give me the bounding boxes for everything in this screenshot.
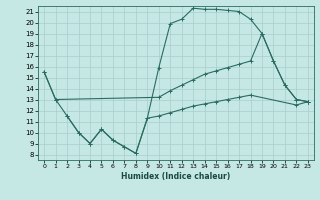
- X-axis label: Humidex (Indice chaleur): Humidex (Indice chaleur): [121, 172, 231, 181]
